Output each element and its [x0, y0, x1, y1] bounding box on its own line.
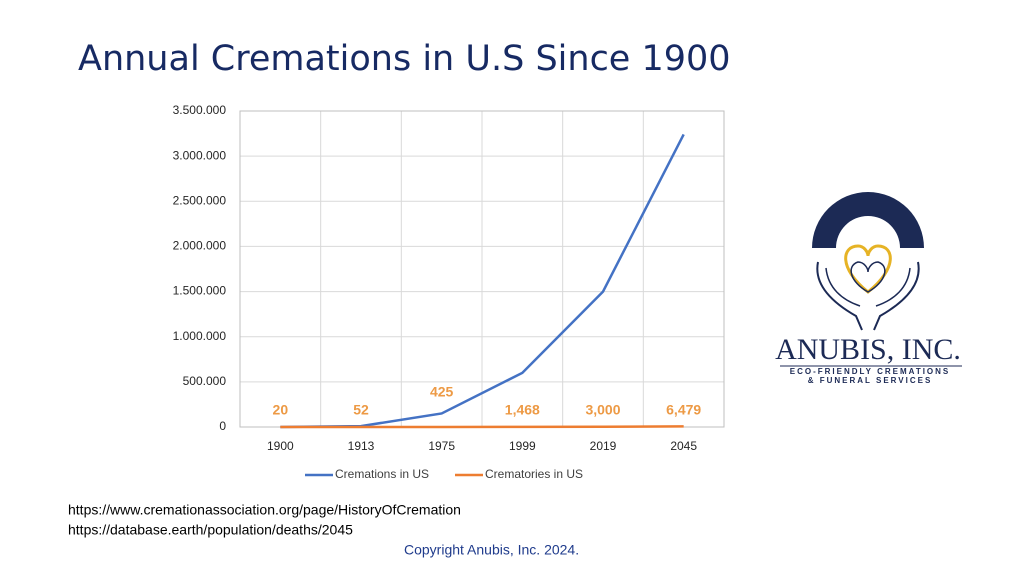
source: https://www.cremationassociation.org/pag…: [68, 502, 461, 518]
data-label: 425: [430, 384, 454, 400]
x-tick-label: 1913: [348, 439, 375, 453]
data-label: 1,468: [505, 402, 540, 418]
logo-tagline: ECO-FRIENDLY CREMATIONS: [790, 367, 951, 376]
data-label: 20: [273, 402, 289, 418]
series-line: [280, 425, 684, 429]
logo-hands: [816, 261, 920, 331]
logo-hands: [825, 267, 911, 307]
logo-globe: [812, 192, 924, 248]
logo-tagline: & FUNERAL SERVICES: [808, 376, 933, 385]
y-tick-label: 2.000.000: [173, 239, 227, 253]
data-label: 6,479: [666, 402, 701, 418]
y-tick-label: 1.500.000: [173, 284, 227, 298]
logo-heart: [844, 244, 892, 294]
y-tick-label: 0: [219, 419, 226, 433]
chart-title: Annual Cremations in U.S Since 1900: [78, 39, 731, 79]
x-tick-label: 1900: [267, 439, 294, 453]
logo-heart-inner: [850, 261, 886, 293]
source: https://database.earth/population/deaths…: [68, 522, 353, 538]
x-tick-label: 1999: [509, 439, 536, 453]
data-label: 52: [353, 402, 369, 418]
x-tick-label: 1975: [428, 439, 455, 453]
logo: ANUBIS, INC. ECO-FRIENDLY CREMATIONS & F…: [775, 192, 962, 385]
copyright: Copyright Anubis, Inc. 2024.: [404, 542, 579, 558]
plot-area: 0 500.000 1.000.000 1.500.000 2.000.000 2.500…: [173, 103, 725, 481]
y-tick-label: 1.000.000: [173, 329, 227, 343]
logo-name: ANUBIS, INC.: [775, 333, 961, 366]
data-label: 3,000: [585, 402, 620, 418]
x-tick-label: 2019: [590, 439, 617, 453]
y-tick-label: 500.000: [183, 374, 227, 388]
y-tick-label: 3.000.000: [173, 148, 227, 162]
y-tick-label: 3.500.000: [173, 103, 227, 117]
legend-label: Cremations in US: [335, 467, 429, 481]
legend-label: Crematories in US: [485, 467, 583, 481]
x-tick-label: 2045: [670, 439, 697, 453]
y-tick-label: 2.500.000: [173, 193, 227, 207]
